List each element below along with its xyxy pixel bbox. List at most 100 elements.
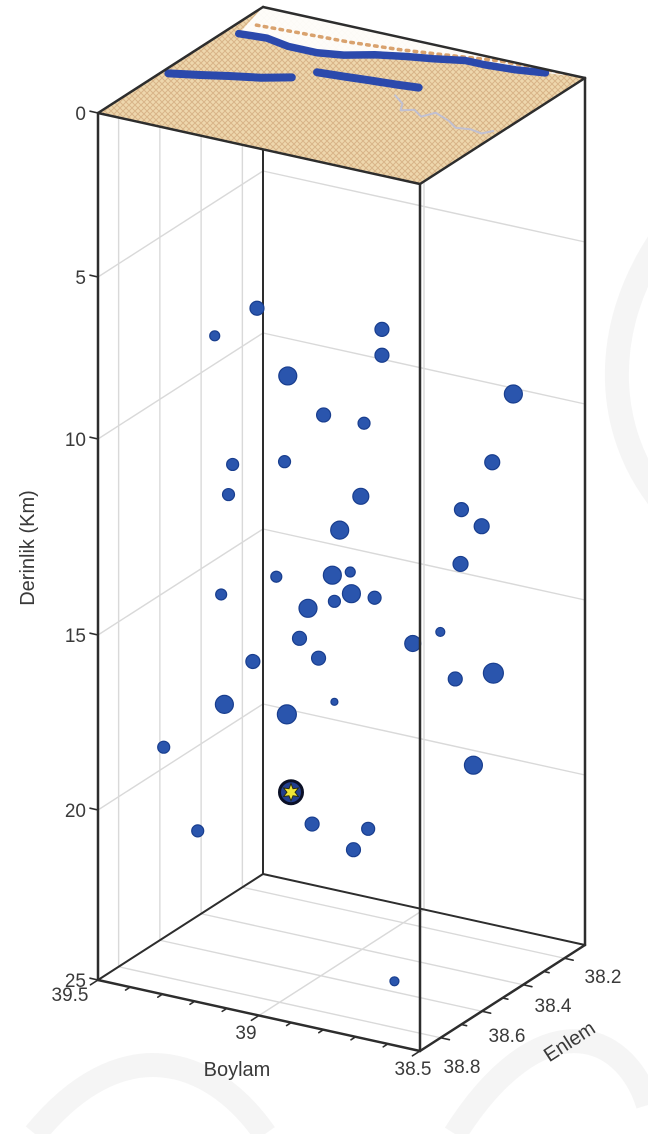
hypocenter-dot (463, 755, 484, 775)
lat-tick (522, 983, 533, 988)
axes: 0 5 10 15 20 25 Derinlik (Km) 39.5 39 38.5 Boylam 3… (17, 104, 621, 1081)
depth-tick-label: 10 (65, 430, 86, 451)
grid-depth-back-wall (262, 703, 586, 776)
box-edge-bottom-back-right (262, 873, 586, 946)
depth-tick-label: 0 (75, 104, 86, 125)
lat-tick-label: 38.6 (489, 1026, 526, 1047)
hypocenter-dot (310, 650, 327, 666)
grid-depth-back-wall (262, 332, 586, 405)
hypocenter-dot (157, 740, 171, 754)
lon-tick (317, 1028, 325, 1034)
river-north (235, 29, 550, 77)
watermark-swoosh (25, 1053, 275, 1134)
lon-tick (350, 1036, 357, 1041)
lat-tick-label: 38.4 (535, 996, 572, 1017)
watermark (25, 236, 648, 1134)
hypocenter-dot (341, 584, 362, 604)
river-south-west (164, 69, 296, 82)
lat-tick (460, 1023, 468, 1027)
lon-tick (189, 1000, 196, 1006)
lon-tick (89, 979, 99, 986)
hypocenter-dot (322, 565, 342, 585)
depth-tick (89, 977, 99, 981)
hypocenter-dot (357, 416, 371, 430)
lat-tick (563, 957, 574, 961)
hypocenter-dot (270, 570, 283, 583)
lon-tick-label: 39.5 (52, 985, 89, 1006)
lat-tick (481, 1010, 492, 1014)
hypocenter-dot (276, 704, 297, 725)
lon-tick (382, 1043, 389, 1048)
hypocenter-dot (452, 555, 469, 573)
lon-tick (411, 1050, 421, 1057)
floor-gridlines (117, 886, 566, 1039)
grid-depth-left-wall (97, 528, 264, 636)
lat-tick (501, 997, 509, 1000)
hypocenter-dot (215, 588, 228, 601)
box-edge-top (418, 76, 587, 186)
grid-depth-left-wall (97, 170, 264, 278)
hypocenter-dot (374, 321, 390, 337)
hypocenter-dot (344, 566, 356, 578)
hypocenter-dot (435, 626, 446, 638)
box-back-edges (97, 6, 586, 981)
lon-axis-title: Boylam (204, 1059, 271, 1081)
hypocenter-dot (221, 487, 236, 502)
depth-tick (89, 632, 99, 636)
hypocenter-dot (361, 821, 376, 836)
river-south-east (313, 68, 423, 92)
lon-tick (156, 993, 164, 998)
hypocenter-dot (473, 518, 490, 535)
grid-depth-back-wall (262, 528, 586, 601)
hypocenter-dot (352, 487, 370, 505)
box-edge-top (261, 5, 587, 80)
grid-depth-left-wall (97, 332, 264, 440)
watermark-swoosh (604, 236, 648, 504)
hypocenter-dot (330, 697, 339, 706)
grid-depth-left-wall (97, 703, 264, 811)
hypocenter-dot (226, 457, 240, 472)
mainshock-star (277, 779, 304, 806)
grid-depth-back-wall (262, 170, 586, 243)
hypocenter-dot (345, 842, 362, 858)
box-edge-top (96, 111, 422, 186)
lon-tick (250, 1014, 260, 1022)
wall-gridlines (97, 19, 586, 968)
depth-tick (89, 807, 99, 811)
depth-tick-label: 20 (65, 801, 86, 822)
hypocenter-dot (447, 671, 463, 687)
hypocenter-dot (298, 598, 318, 618)
map-dashed-line (254, 23, 574, 77)
depth-tick-label: 5 (75, 268, 86, 289)
hypocenter-dot (214, 694, 234, 714)
hypocenter-dot (389, 976, 400, 987)
hypocenter-dot (330, 520, 350, 540)
star-icon (282, 782, 300, 802)
hypocenter-dot (304, 816, 320, 832)
hypocenter-dot (482, 662, 504, 684)
depth-tick (89, 110, 99, 114)
hypocenter-dot (291, 630, 308, 646)
lon-tick (221, 1007, 228, 1013)
lon-tick (124, 986, 131, 991)
hypocenter-dot (249, 300, 265, 316)
box-front-edges (96, 5, 587, 1053)
grid-floor-lon (258, 908, 425, 1017)
watermark-swoosh (444, 1029, 648, 1134)
hypocenter-dot (315, 407, 332, 423)
hypocenter-dot (367, 590, 382, 605)
hypocenter-dot (209, 330, 221, 342)
stream-line (393, 94, 495, 135)
depth-tick-label: 15 (65, 626, 86, 647)
depth-tick (89, 436, 99, 440)
hypocenter-dot (404, 634, 422, 653)
lon-tick (285, 1021, 293, 1027)
depth-axis-title: Derinlik (Km) (17, 490, 39, 606)
lon-tick-label: 39 (235, 1023, 256, 1044)
map-north-white-band (238, 7, 585, 78)
